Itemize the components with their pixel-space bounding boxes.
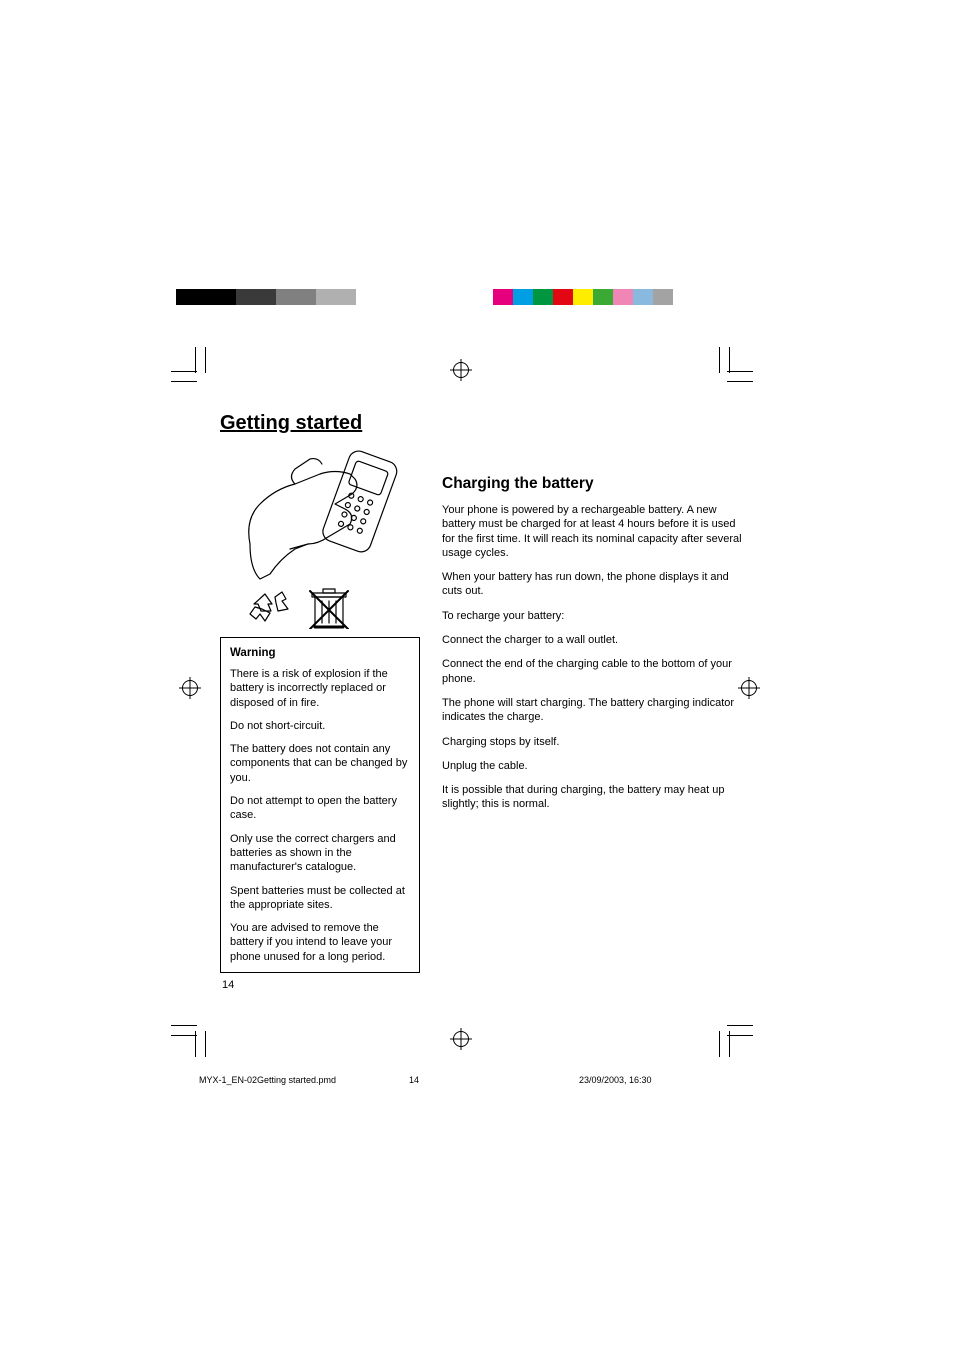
color-strip-right xyxy=(493,289,673,305)
body-text: Charging stops by itself. xyxy=(442,735,750,749)
color-strip-left xyxy=(176,289,376,305)
crop-mark xyxy=(713,1019,743,1049)
warning-text: Do not attempt to open the battery case. xyxy=(230,794,410,823)
page-number: 14 xyxy=(222,979,420,991)
warning-text: Do not short-circuit. xyxy=(230,719,410,733)
subsection-title: Charging the battery xyxy=(442,475,750,493)
registration-mark xyxy=(182,680,198,696)
left-column: Warning There is a risk of explosion if … xyxy=(220,449,420,991)
body-text: To recharge your battery: xyxy=(442,609,750,623)
warning-text: Spent batteries must be collected at the… xyxy=(230,884,410,913)
page-content: Getting started xyxy=(220,412,750,991)
body-text: Unplug the cable. xyxy=(442,759,750,773)
footer-filename: MYX-1_EN-02Getting started.pmd xyxy=(199,1075,409,1085)
registration-mark xyxy=(453,362,469,378)
warning-text: The battery does not contain any compone… xyxy=(230,742,410,785)
crop-mark xyxy=(713,355,743,385)
footer-datetime: 23/09/2003, 16:30 xyxy=(579,1075,652,1085)
section-title: Getting started xyxy=(220,412,750,435)
crop-mark xyxy=(179,355,209,385)
warning-text: There is a risk of explosion if the batt… xyxy=(230,667,410,710)
body-text: Your phone is powered by a rechargeable … xyxy=(442,503,750,560)
battery-illustration xyxy=(240,449,400,629)
body-text: It is possible that during charging, the… xyxy=(442,783,750,812)
right-column: Charging the battery Your phone is power… xyxy=(442,449,750,991)
warning-text: You are advised to remove the battery if… xyxy=(230,921,410,964)
registration-mark xyxy=(453,1031,469,1047)
body-text: Connect the charger to a wall outlet. xyxy=(442,633,750,647)
body-text: Connect the end of the charging cable to… xyxy=(442,657,750,686)
footer: MYX-1_EN-02Getting started.pmd 14 23/09/… xyxy=(199,1075,739,1085)
crop-mark xyxy=(179,1019,209,1049)
footer-page: 14 xyxy=(409,1075,579,1085)
body-text: The phone will start charging. The batte… xyxy=(442,696,750,725)
warning-box: Warning There is a risk of explosion if … xyxy=(220,637,420,973)
warning-text: Only use the correct chargers and batter… xyxy=(230,832,410,875)
body-text: When your battery has run down, the phon… xyxy=(442,570,750,599)
warning-title: Warning xyxy=(230,646,410,661)
